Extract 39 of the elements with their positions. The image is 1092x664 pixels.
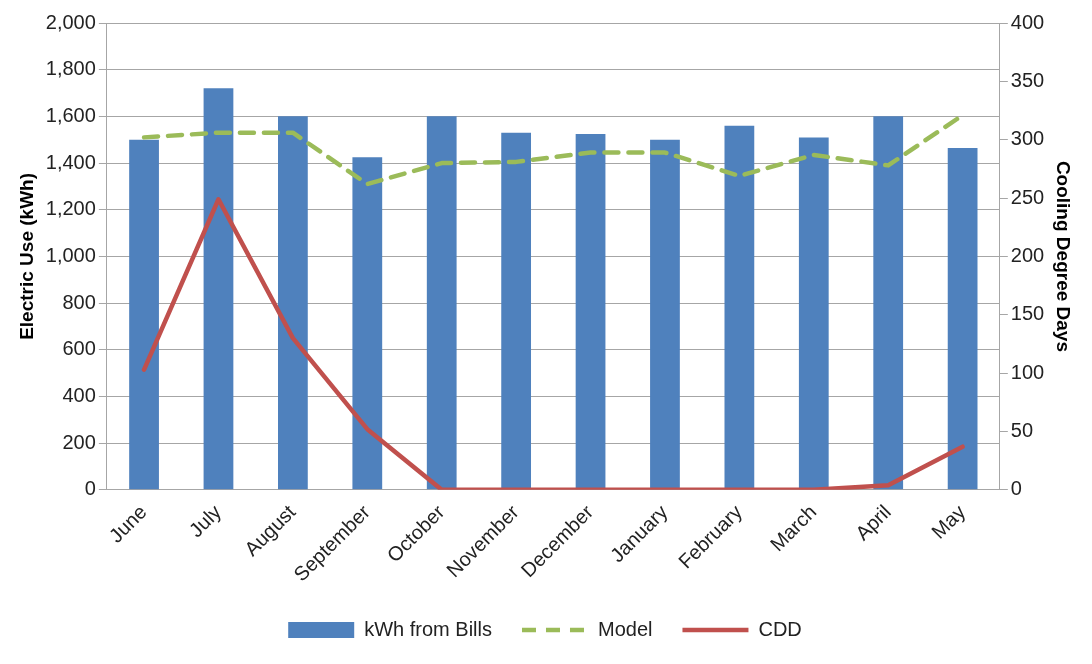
bar <box>798 137 829 490</box>
bar <box>873 116 904 490</box>
y-tick-label: 1,000 <box>45 243 96 266</box>
y-tick-label: 0 <box>84 477 96 500</box>
y-tick-label: 2,000 <box>45 10 96 33</box>
y2-tick-label: 150 <box>1010 302 1045 325</box>
bar <box>426 116 457 490</box>
bar <box>724 125 755 490</box>
y2-tick-label: 0 <box>1010 477 1022 500</box>
y-tick-label: 600 <box>62 337 96 360</box>
bar <box>278 116 308 490</box>
bar <box>947 147 978 490</box>
y-tick-label: 400 <box>62 384 96 406</box>
y2-tick-label: 100 <box>1010 360 1045 383</box>
legend-label: CDD <box>758 617 802 640</box>
y2-tick-label: 200 <box>1010 243 1045 266</box>
bar <box>575 133 606 490</box>
bar <box>129 139 159 490</box>
x-tick-label: July <box>184 500 226 542</box>
bar <box>352 157 383 490</box>
y-tick-label: 200 <box>62 430 96 453</box>
y-tick-label: 800 <box>62 290 96 313</box>
y2-tick-label: 400 <box>1010 10 1045 33</box>
bar <box>203 88 234 490</box>
bar <box>501 132 532 490</box>
legend-label: Model <box>597 617 653 640</box>
y2-tick-label: 50 <box>1010 419 1034 442</box>
y2-axis-title: Cooling Degree Days <box>1053 160 1075 352</box>
y2-tick-label: 350 <box>1010 68 1045 91</box>
x-tick-label: May <box>927 500 970 543</box>
y-tick-label: 1,400 <box>45 150 96 173</box>
legend-label: kWh from Bills <box>364 617 492 640</box>
y2-tick-label: 300 <box>1010 127 1045 150</box>
y-tick-label: 1,600 <box>45 103 96 126</box>
y2-tick-label: 250 <box>1010 185 1045 208</box>
bar <box>650 139 680 490</box>
y-tick-label: 1,200 <box>45 197 96 220</box>
y-axis-title: Electric Use (kWh) <box>15 173 37 340</box>
y-tick-label: 1,800 <box>45 57 96 80</box>
